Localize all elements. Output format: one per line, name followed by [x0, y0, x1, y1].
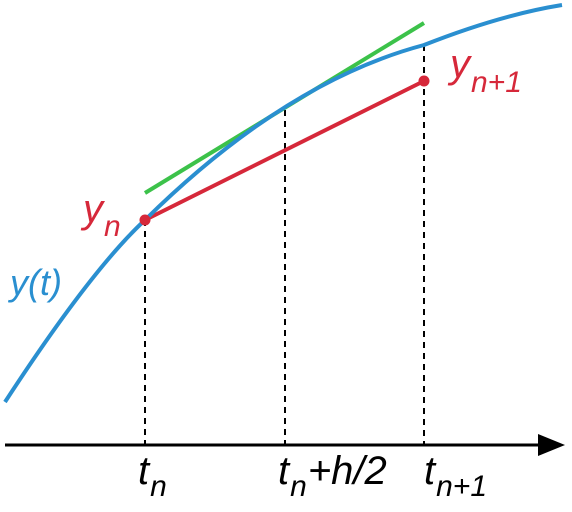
tick-label-tmid-sub: n: [290, 470, 307, 503]
label-y-n-base: y: [80, 187, 106, 231]
tick-label-tmid-rest: +h/2: [308, 449, 387, 493]
point-y-n1: [418, 75, 430, 87]
tick-label-tn: tn: [138, 449, 167, 503]
label-y-n: yn: [80, 187, 121, 243]
axis-arrowhead: [538, 434, 565, 456]
label-y-n1-base: y: [447, 42, 473, 86]
tick-label-tmid-base: t: [278, 449, 291, 493]
tick-label-tn1-sub: n+1: [436, 470, 487, 503]
point-y-n: [139, 214, 151, 226]
label-y-n1-sub: n+1: [471, 66, 522, 99]
tick-label-tn-sub: n: [150, 470, 167, 503]
label-y-n1: yn+1: [447, 42, 522, 99]
curve-label: y(t): [7, 262, 62, 303]
tick-label-tmid: tn+h/2: [278, 449, 387, 503]
euler-step-line: [144, 79, 425, 222]
tick-label-tn1: tn+1: [424, 449, 487, 503]
solution-curve: [3, 3, 563, 404]
tick-label-tn1-base: t: [424, 449, 437, 493]
label-y-n-sub: n: [104, 210, 121, 243]
tick-label-tn-base: t: [138, 449, 151, 493]
